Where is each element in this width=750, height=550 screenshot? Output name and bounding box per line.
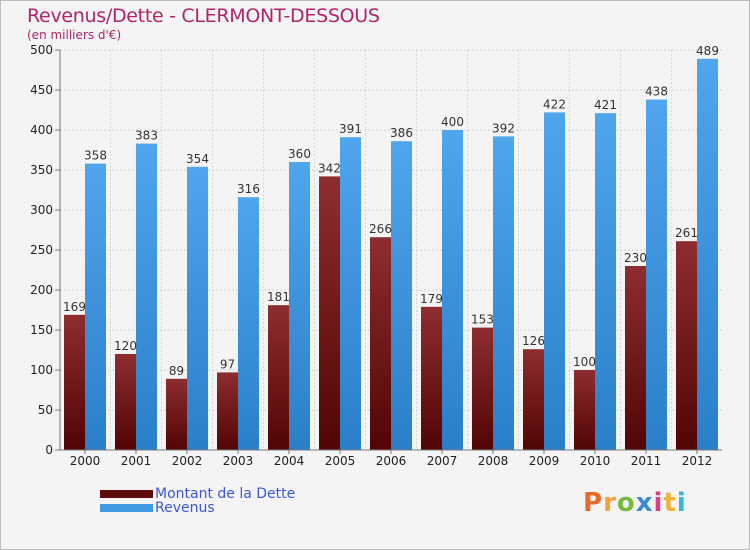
value-label-revenus-2006: 386 <box>390 126 413 140</box>
bar-revenus-2009 <box>544 112 565 451</box>
value-label-debt-2009: 126 <box>522 334 545 348</box>
value-label-revenus-2005: 391 <box>339 122 362 136</box>
legend-label-debt: Montant de la Dette <box>155 486 296 502</box>
value-label-debt-2004: 181 <box>267 290 290 304</box>
y-tick-label: 300 <box>30 203 53 217</box>
x-tick-label: 2000 <box>70 454 101 468</box>
logo-letter: r <box>603 488 617 518</box>
bar-revenus-2002 <box>187 166 208 451</box>
x-tick-label: 2011 <box>631 454 662 468</box>
logo-letter: P <box>583 488 604 518</box>
legend-item-revenus: Revenus <box>100 500 215 516</box>
bar-revenus-2006 <box>391 141 412 450</box>
bar-debt-2005 <box>319 176 340 450</box>
bar-debt-2010 <box>574 370 595 450</box>
logo-letter: i <box>653 488 664 518</box>
value-label-debt-2010: 100 <box>573 355 596 369</box>
y-tick-label: 200 <box>30 283 53 297</box>
axes: 0 50 100 150 200 250 300 350 400 450 500 2000 2001 20… <box>30 43 722 468</box>
value-label-revenus-2001: 383 <box>135 129 158 143</box>
bar-revenus-2008 <box>493 136 514 450</box>
legend-item-debt: Montant de la Dette <box>100 486 295 502</box>
value-label-revenus-2009: 422 <box>543 97 566 111</box>
bar-debt-2011 <box>625 266 646 450</box>
value-label-revenus-2002: 354 <box>186 152 209 166</box>
y-tick-label: 350 <box>30 163 53 177</box>
chart-subtitle: (en milliers d'€) <box>27 28 122 42</box>
value-label-revenus-2004: 360 <box>288 147 311 161</box>
bar-revenus-2012 <box>697 58 718 451</box>
bar-debt-2006 <box>370 237 391 450</box>
bar-debt-2007 <box>421 306 442 450</box>
bar-revenus-2004 <box>289 162 310 450</box>
value-labels: 169 358 120 383 89 354 97 316 181 360 342 391 266 386… <box>63 44 719 378</box>
x-tick-label: 2004 <box>274 454 305 468</box>
y-tick-label: 50 <box>38 403 53 417</box>
bar-revenus-2005 <box>340 137 361 450</box>
value-label-debt-2005: 342 <box>318 161 341 175</box>
y-tick-label: 250 <box>30 243 53 257</box>
y-tick-label: 400 <box>30 123 53 137</box>
bar-revenus-2011 <box>646 99 667 450</box>
value-label-revenus-2000: 358 <box>84 149 107 163</box>
legend-label-revenus: Revenus <box>155 500 215 516</box>
x-tick-label: 2006 <box>376 454 407 468</box>
grid-lines <box>60 49 722 451</box>
y-tick-label: 150 <box>30 323 53 337</box>
bar-debt-2000 <box>64 314 85 450</box>
logo-letter: x <box>635 488 654 518</box>
bar-debt-2012 <box>676 241 697 450</box>
bar-revenus-2003 <box>238 197 259 450</box>
x-tick-label: 2008 <box>478 454 509 468</box>
chart-title: Revenus/Dette - CLERMONT-DESSOUS <box>27 5 380 27</box>
value-label-debt-2006: 266 <box>369 222 392 236</box>
value-label-revenus-2003: 316 <box>237 182 260 196</box>
value-label-debt-2011: 230 <box>624 251 647 265</box>
value-label-debt-2008: 153 <box>471 313 494 327</box>
x-tick-label: 2005 <box>325 454 356 468</box>
legend-swatch-debt <box>100 490 153 498</box>
value-label-debt-2012: 261 <box>675 226 698 240</box>
y-tick-label: 100 <box>30 363 53 377</box>
bar-debt-2003 <box>217 372 238 450</box>
value-label-debt-2002: 89 <box>169 364 184 378</box>
bar-revenus-2000 <box>85 163 106 450</box>
value-label-revenus-2010: 421 <box>594 98 617 112</box>
y-tick-label: 0 <box>45 443 53 457</box>
x-tick-label: 2007 <box>427 454 458 468</box>
bar-debt-2001 <box>115 354 136 450</box>
bar-debt-2002 <box>166 378 187 450</box>
x-tick-label: 2001 <box>121 454 152 468</box>
logo-letter: i <box>676 488 687 518</box>
value-label-revenus-2007: 400 <box>441 115 464 129</box>
bars <box>64 58 718 451</box>
bar-debt-2004 <box>268 305 289 450</box>
value-label-debt-2001: 120 <box>114 339 137 353</box>
x-tick-label: 2002 <box>172 454 203 468</box>
value-label-revenus-2011: 438 <box>645 85 668 99</box>
logo-letter: o <box>616 488 636 518</box>
value-label-revenus-2012: 489 <box>696 44 719 58</box>
x-tick-label: 2012 <box>682 454 713 468</box>
y-tick-label: 450 <box>30 83 53 97</box>
value-label-debt-2000: 169 <box>63 300 86 314</box>
x-tick-label: 2010 <box>580 454 611 468</box>
logo-letter: t <box>663 488 677 518</box>
bar-revenus-2001 <box>136 143 157 450</box>
bar-revenus-2007 <box>442 130 463 450</box>
x-tick-label: 2009 <box>529 454 560 468</box>
y-tick-label: 500 <box>30 43 53 57</box>
x-tick-label: 2003 <box>223 454 254 468</box>
proxiti-logo: Proxiti <box>583 488 687 518</box>
value-label-debt-2003: 97 <box>220 357 235 371</box>
bar-debt-2009 <box>523 349 544 450</box>
bar-revenus-2010 <box>595 113 616 450</box>
value-label-debt-2007: 179 <box>420 292 443 306</box>
value-label-revenus-2008: 392 <box>492 121 515 135</box>
bar-debt-2008 <box>472 327 493 450</box>
legend-swatch-revenus <box>100 504 153 512</box>
